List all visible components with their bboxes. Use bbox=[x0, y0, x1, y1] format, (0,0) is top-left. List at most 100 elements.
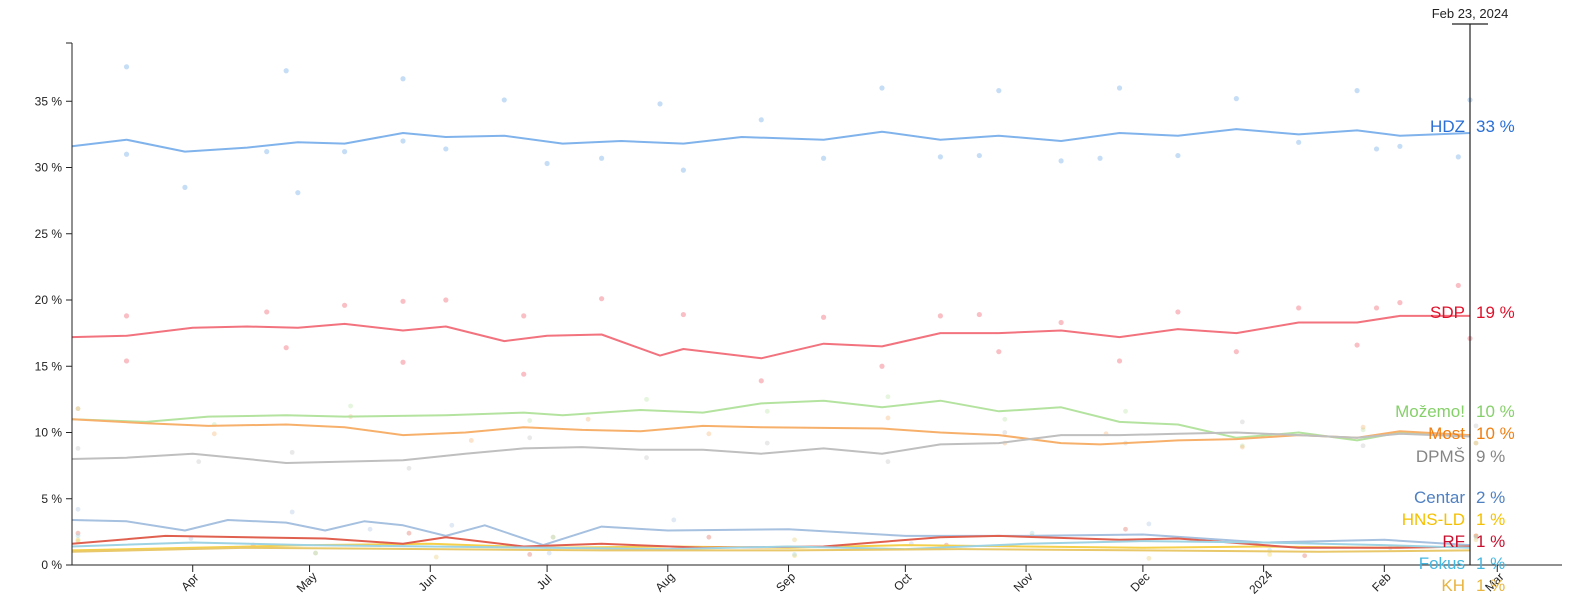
y-tick-label: 35 % bbox=[35, 94, 63, 108]
poll-point bbox=[1058, 158, 1064, 164]
poll-point bbox=[1455, 282, 1461, 289]
poll-point bbox=[937, 313, 943, 319]
poll-point bbox=[1116, 85, 1123, 91]
poll-point bbox=[758, 117, 764, 123]
series-name-label: SDP bbox=[1430, 303, 1465, 322]
poll-point bbox=[1373, 305, 1380, 311]
poll-point bbox=[680, 311, 686, 318]
poll-point bbox=[527, 552, 533, 557]
poll-point bbox=[706, 431, 712, 437]
scatter-layer bbox=[75, 64, 1479, 561]
series-value-label: 9 % bbox=[1476, 447, 1505, 466]
y-tick-label: 5 % bbox=[41, 492, 62, 506]
x-tick-label: Nov bbox=[1011, 570, 1036, 595]
poll-point bbox=[1146, 521, 1152, 527]
poll-point bbox=[1233, 96, 1239, 102]
poll-point bbox=[400, 359, 406, 365]
poll-point bbox=[341, 302, 348, 308]
poll-point bbox=[75, 506, 81, 512]
poll-point bbox=[264, 309, 270, 315]
poll-point bbox=[1097, 155, 1103, 161]
poll-point bbox=[1302, 553, 1308, 559]
poll-point bbox=[879, 363, 885, 369]
poll-point bbox=[1397, 143, 1403, 149]
poll-point bbox=[1239, 444, 1245, 450]
poll-point bbox=[996, 88, 1002, 94]
poll-point bbox=[521, 313, 527, 319]
poll-point bbox=[1175, 152, 1181, 159]
poll-point bbox=[1473, 440, 1479, 446]
poll-point bbox=[996, 349, 1002, 355]
poll-point bbox=[123, 313, 130, 319]
poll-point bbox=[75, 533, 81, 539]
series-value-label: 1 % bbox=[1476, 554, 1505, 573]
poll-point bbox=[644, 455, 649, 461]
poll-point bbox=[976, 152, 982, 159]
poll-point bbox=[1360, 443, 1366, 449]
poll-point bbox=[1296, 305, 1302, 311]
poll-point bbox=[264, 149, 270, 155]
series-value-label: 10 % bbox=[1476, 424, 1515, 443]
poll-point bbox=[75, 406, 81, 412]
x-tick-label: Dec bbox=[1128, 570, 1153, 595]
poll-point bbox=[1116, 358, 1123, 364]
poll-point bbox=[75, 406, 81, 412]
x-tick-label: May bbox=[294, 569, 320, 595]
poll-point bbox=[75, 530, 81, 536]
poll-point bbox=[443, 297, 449, 303]
poll-point bbox=[295, 190, 301, 196]
y-tick-label: 10 % bbox=[35, 426, 63, 440]
poll-point bbox=[1029, 530, 1035, 536]
poll-point bbox=[289, 449, 295, 455]
poll-point bbox=[879, 85, 885, 91]
poll-point bbox=[546, 550, 552, 556]
x-tick-label: Jul bbox=[534, 572, 555, 593]
poll-point bbox=[406, 465, 412, 471]
poll-point bbox=[400, 76, 406, 82]
poll-point bbox=[443, 146, 449, 152]
poll-point bbox=[680, 167, 686, 173]
x-tick-label: Apr bbox=[178, 571, 201, 594]
poll-point bbox=[406, 530, 412, 536]
poll-point bbox=[706, 534, 712, 540]
lines-layer bbox=[71, 128, 1471, 553]
poll-point bbox=[433, 554, 439, 560]
poll-point bbox=[758, 378, 764, 384]
series-name-label: Most bbox=[1428, 424, 1465, 443]
poll-point bbox=[527, 418, 533, 423]
x-tick-label: Aug bbox=[652, 570, 677, 595]
poll-point bbox=[400, 138, 406, 144]
x-tick-label: Feb bbox=[1369, 570, 1394, 595]
poll-point bbox=[976, 311, 982, 318]
poll-point bbox=[1360, 424, 1366, 430]
poll-point bbox=[400, 298, 406, 304]
poll-point bbox=[1233, 349, 1239, 355]
series-value-label: 1 % bbox=[1476, 532, 1505, 551]
series-value-label: 10 % bbox=[1476, 402, 1515, 421]
series-value-label: 1 % bbox=[1476, 510, 1505, 529]
poll-point bbox=[1354, 88, 1360, 94]
poll-point bbox=[671, 517, 677, 523]
labels-layer: HDZ 33 % SDP 19 % Možemo! 10 % Most 10 % DPMŠ 9 %… bbox=[1395, 117, 1515, 595]
poll-point bbox=[283, 68, 289, 74]
poll-point bbox=[1360, 427, 1366, 433]
poll-point bbox=[1296, 139, 1302, 145]
y-tick-label: 20 % bbox=[35, 293, 63, 307]
series-name-label: KH bbox=[1441, 576, 1465, 595]
poll-point bbox=[313, 550, 318, 556]
poll-point bbox=[644, 396, 649, 402]
x-tick-label: 2024 bbox=[1246, 568, 1275, 597]
poll-point bbox=[550, 534, 556, 540]
poll-point bbox=[1473, 533, 1479, 539]
poll-point bbox=[937, 154, 943, 160]
series-line-9 bbox=[71, 546, 1471, 553]
series-line-5 bbox=[71, 519, 1471, 547]
x-tick-label: Sep bbox=[773, 569, 798, 594]
poll-point bbox=[1473, 533, 1479, 539]
poll-point bbox=[1397, 300, 1403, 306]
poll-point bbox=[792, 537, 797, 543]
series-name-label: Centar bbox=[1414, 488, 1465, 507]
poll-point bbox=[182, 184, 188, 190]
